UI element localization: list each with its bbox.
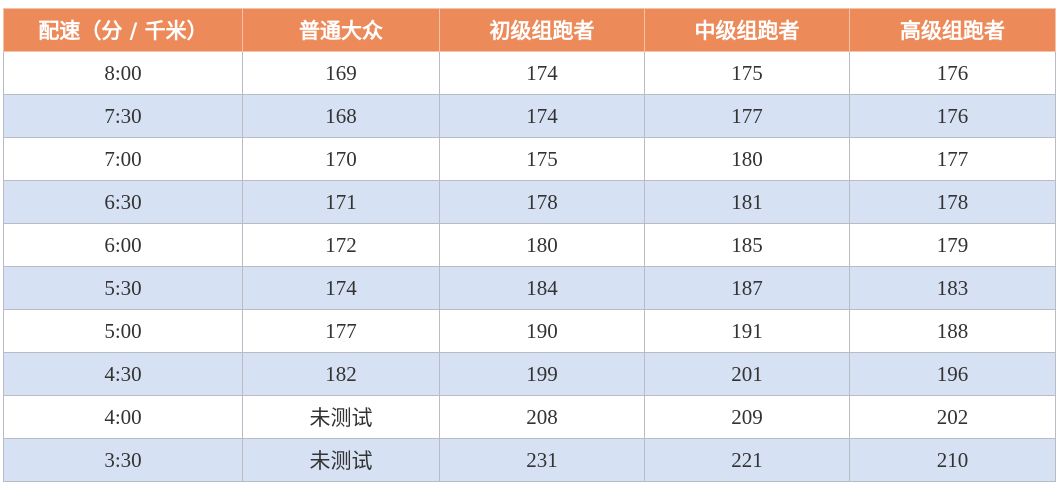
header-cell: 中级组跑者 — [644, 8, 850, 52]
table-cell: 183 — [849, 266, 1056, 310]
table-cell: 4:00 — [3, 395, 243, 439]
table-cell: 177 — [849, 137, 1056, 181]
table-cell: 182 — [242, 352, 440, 396]
table-cell: 3:30 — [3, 438, 243, 482]
table-cell: 221 — [644, 438, 850, 482]
table-cell: 209 — [644, 395, 850, 439]
header-cell: 初级组跑者 — [439, 8, 645, 52]
table-cell: 180 — [644, 137, 850, 181]
table-cell: 5:30 — [3, 266, 243, 310]
table-cell: 187 — [644, 266, 850, 310]
table-row: 7:30 168 174 177 176 — [3, 94, 1056, 138]
table-cell: 171 — [242, 180, 440, 224]
table-cell: 176 — [849, 51, 1056, 95]
table-cell: 177 — [242, 309, 440, 353]
header-cell: 高级组跑者 — [849, 8, 1056, 52]
table-cell: 175 — [644, 51, 850, 95]
table-cell: 199 — [439, 352, 645, 396]
table-row: 6:00 172 180 185 179 — [3, 223, 1056, 267]
table-cell: 179 — [849, 223, 1056, 267]
table-cell: 188 — [849, 309, 1056, 353]
table-row: 8:00 169 174 175 176 — [3, 51, 1056, 95]
table-cell: 180 — [439, 223, 645, 267]
pace-table: 配速（分 / 千米） 普通大众 初级组跑者 中级组跑者 高级组跑者 8:00 169 174… — [3, 8, 1056, 482]
header-row: 配速（分 / 千米） 普通大众 初级组跑者 中级组跑者 高级组跑者 — [3, 8, 1056, 52]
table-cell: 201 — [644, 352, 850, 396]
table-cell: 196 — [849, 352, 1056, 396]
table-row: 3:30 未测试 231 221 210 — [3, 438, 1056, 482]
table-cell: 6:30 — [3, 180, 243, 224]
table-cell: 184 — [439, 266, 645, 310]
table-cell: 185 — [644, 223, 850, 267]
table-cell: 7:00 — [3, 137, 243, 181]
table-cell: 未测试 — [242, 395, 440, 439]
table-cell: 未测试 — [242, 438, 440, 482]
table-cell: 176 — [849, 94, 1056, 138]
table-cell: 191 — [644, 309, 850, 353]
table-row: 5:30 174 184 187 183 — [3, 266, 1056, 310]
table-cell: 202 — [849, 395, 1056, 439]
table-cell: 208 — [439, 395, 645, 439]
table-cell: 168 — [242, 94, 440, 138]
table-cell: 178 — [439, 180, 645, 224]
header-cell: 配速（分 / 千米） — [3, 8, 243, 52]
table-cell: 7:30 — [3, 94, 243, 138]
table-cell: 172 — [242, 223, 440, 267]
table-cell: 178 — [849, 180, 1056, 224]
header-cell: 普通大众 — [242, 8, 440, 52]
table-cell: 169 — [242, 51, 440, 95]
table-cell: 5:00 — [3, 309, 243, 353]
table-cell: 190 — [439, 309, 645, 353]
table-row: 5:00 177 190 191 188 — [3, 309, 1056, 353]
table-row: 4:00 未测试 208 209 202 — [3, 395, 1056, 439]
table-body: 8:00 169 174 175 176 7:30 168 174 177 176 7:00 170 1… — [3, 51, 1056, 482]
table-row: 4:30 182 199 201 196 — [3, 352, 1056, 396]
table-cell: 174 — [439, 51, 645, 95]
table-cell: 8:00 — [3, 51, 243, 95]
table-cell: 231 — [439, 438, 645, 482]
table-cell: 175 — [439, 137, 645, 181]
table-cell: 4:30 — [3, 352, 243, 396]
table-cell: 174 — [439, 94, 645, 138]
table-cell: 6:00 — [3, 223, 243, 267]
table-cell: 181 — [644, 180, 850, 224]
table-cell: 170 — [242, 137, 440, 181]
table-cell: 210 — [849, 438, 1056, 482]
table-row: 7:00 170 175 180 177 — [3, 137, 1056, 181]
table-row: 6:30 171 178 181 178 — [3, 180, 1056, 224]
table-cell: 174 — [242, 266, 440, 310]
table-cell: 177 — [644, 94, 850, 138]
